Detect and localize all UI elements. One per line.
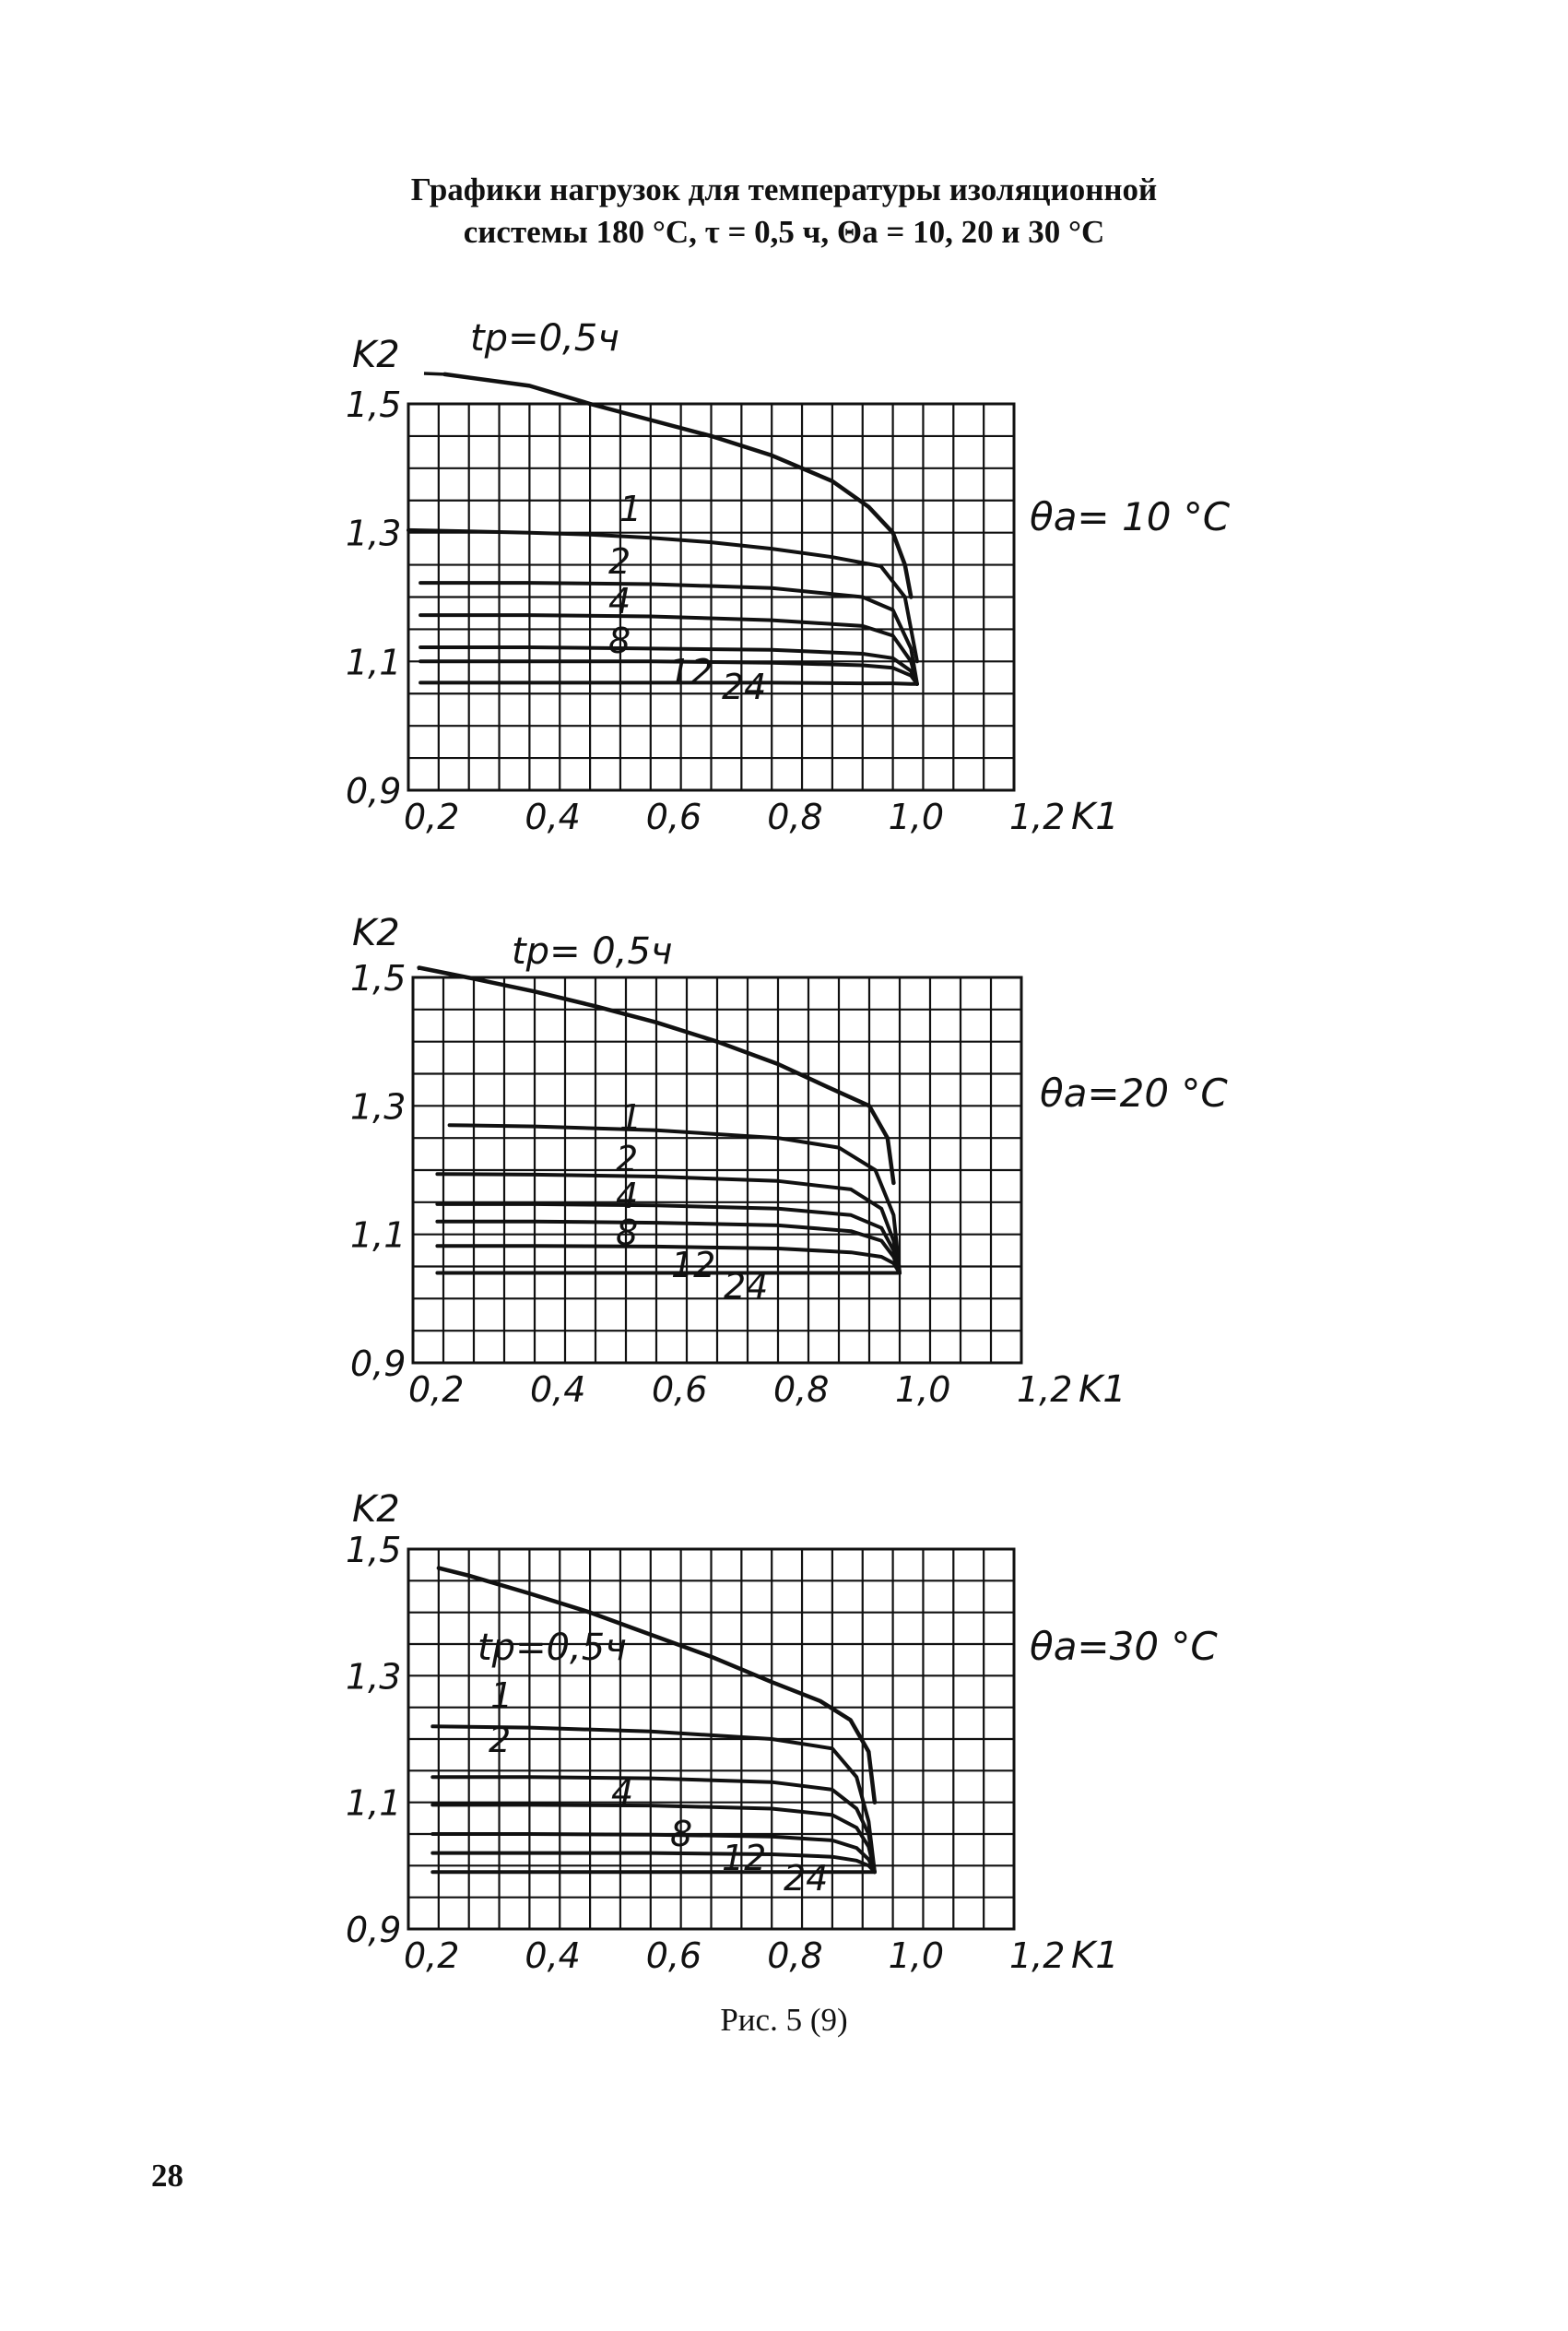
x-tick-label: 0,6 [652, 1369, 707, 1410]
series-label-24: 24 [784, 1858, 828, 1899]
x-axis-label: K1 [1071, 796, 1119, 838]
series-line-tp05 [442, 372, 914, 599]
x-tick-label: 1,0 [895, 1369, 950, 1410]
series-label-1: 1 [619, 489, 642, 529]
x-tick-label: 1,0 [889, 797, 944, 837]
x-tick-label: 0,4 [525, 797, 580, 837]
series-line-4 [435, 1201, 902, 1275]
grid-lines [407, 402, 1016, 792]
series-line-1 [407, 527, 919, 664]
series-label-12: 12 [668, 652, 713, 692]
series-label-24: 24 [722, 667, 766, 707]
series-label-8: 8 [608, 621, 631, 661]
plot-frame [407, 1547, 1016, 1931]
x-tick-label: 0,4 [530, 1369, 585, 1410]
series-line-2 [419, 581, 919, 686]
y-tick-label: 0,9 [350, 1343, 406, 1384]
series-label-tp: tp=0,5ч [470, 317, 619, 360]
x-tick-label: 1,2 [1009, 1935, 1065, 1976]
x-tick-label: 1,2 [1009, 797, 1065, 837]
y-tick-label: 1,5 [350, 958, 406, 999]
y-tick-label: 1,1 [346, 1783, 401, 1824]
series-line-8 [435, 1219, 902, 1275]
series-line-24 [419, 680, 919, 686]
x-tick-label: 0,8 [773, 1369, 829, 1410]
plot-frame [407, 402, 1016, 792]
y-tick-label: 0,9 [346, 1910, 401, 1950]
series-label-tp: tp= 0,5ч [512, 930, 673, 973]
figure-caption: Рис. 5 (9) [720, 2002, 848, 2038]
series-label-tp: tp=0,5ч [477, 1627, 627, 1669]
y-tick-label: 1,1 [350, 1215, 406, 1256]
plot-frame [411, 976, 1023, 1365]
series-label-12: 12 [671, 1245, 715, 1285]
x-tick-label: 0,2 [404, 1935, 459, 1976]
y-tick-label: 1,5 [346, 385, 401, 425]
series-label-4: 4 [611, 1772, 633, 1813]
series-line-8 [430, 1832, 877, 1875]
series-line-12 [430, 1851, 877, 1875]
chart-title-line-2: системы 180 °С, τ = 0,5 ч, Θа = 10, 20 и… [463, 214, 1105, 250]
series-label-8: 8 [670, 1814, 692, 1854]
y-tick-label: 1,5 [346, 1530, 401, 1570]
x-tick-label: 0,6 [646, 797, 701, 837]
series-line-tp05 [417, 965, 896, 1186]
series-line-2 [435, 1172, 902, 1275]
x-tick-label: 0,8 [767, 1935, 822, 1976]
y-tick-label: 1,3 [350, 1086, 406, 1127]
series-label-2: 2 [616, 1139, 638, 1179]
ambient-temperature-label: θa=20 °C [1040, 1071, 1228, 1116]
y-tick-label: 1,1 [346, 642, 401, 682]
x-tick-label: 0,2 [408, 1369, 464, 1410]
series-label-1: 1 [619, 1097, 642, 1138]
x-axis-label: K1 [1079, 1368, 1126, 1411]
chart-title-line-1: Графики нагрузок для температуры изоляци… [410, 172, 1158, 207]
y-axis-label: K2 [352, 1488, 400, 1531]
series-label-4: 4 [616, 1176, 638, 1216]
series-line-8 [419, 645, 919, 686]
y-tick-label: 1,3 [346, 1656, 401, 1697]
series-line-4 [419, 613, 919, 686]
y-axis-label: K2 [352, 912, 400, 954]
ambient-temperature-label: θa= 10 °C [1030, 494, 1231, 539]
series-line-12 [435, 1244, 902, 1275]
x-tick-label: 0,8 [767, 797, 822, 837]
page-number: 28 [151, 2158, 183, 2194]
series-line-2 [430, 1775, 877, 1875]
x-tick-label: 0,2 [404, 797, 459, 837]
ambient-temperature-label: θa=30 °C [1030, 1624, 1218, 1669]
series-line-12 [419, 659, 919, 686]
series-extrapolation-dashed [423, 372, 445, 376]
series-label-4: 4 [608, 581, 631, 621]
series-line-1 [430, 1724, 877, 1875]
series-line-tp05 [436, 1566, 878, 1804]
x-tick-label: 0,4 [525, 1935, 580, 1976]
x-tick-label: 1,0 [889, 1935, 944, 1976]
x-tick-label: 1,2 [1017, 1369, 1072, 1410]
x-tick-label: 0,6 [646, 1935, 701, 1976]
series-label-24: 24 [724, 1266, 768, 1307]
series-label-2: 2 [608, 541, 631, 582]
y-tick-label: 1,3 [346, 514, 401, 554]
y-tick-label: 0,9 [346, 771, 401, 811]
x-axis-label: K1 [1071, 1935, 1119, 1977]
series-line-4 [430, 1803, 877, 1875]
y-axis-label: K2 [352, 334, 400, 376]
series-label-2: 2 [489, 1720, 511, 1760]
series-line-1 [447, 1123, 902, 1275]
series-label-1: 1 [490, 1675, 513, 1716]
